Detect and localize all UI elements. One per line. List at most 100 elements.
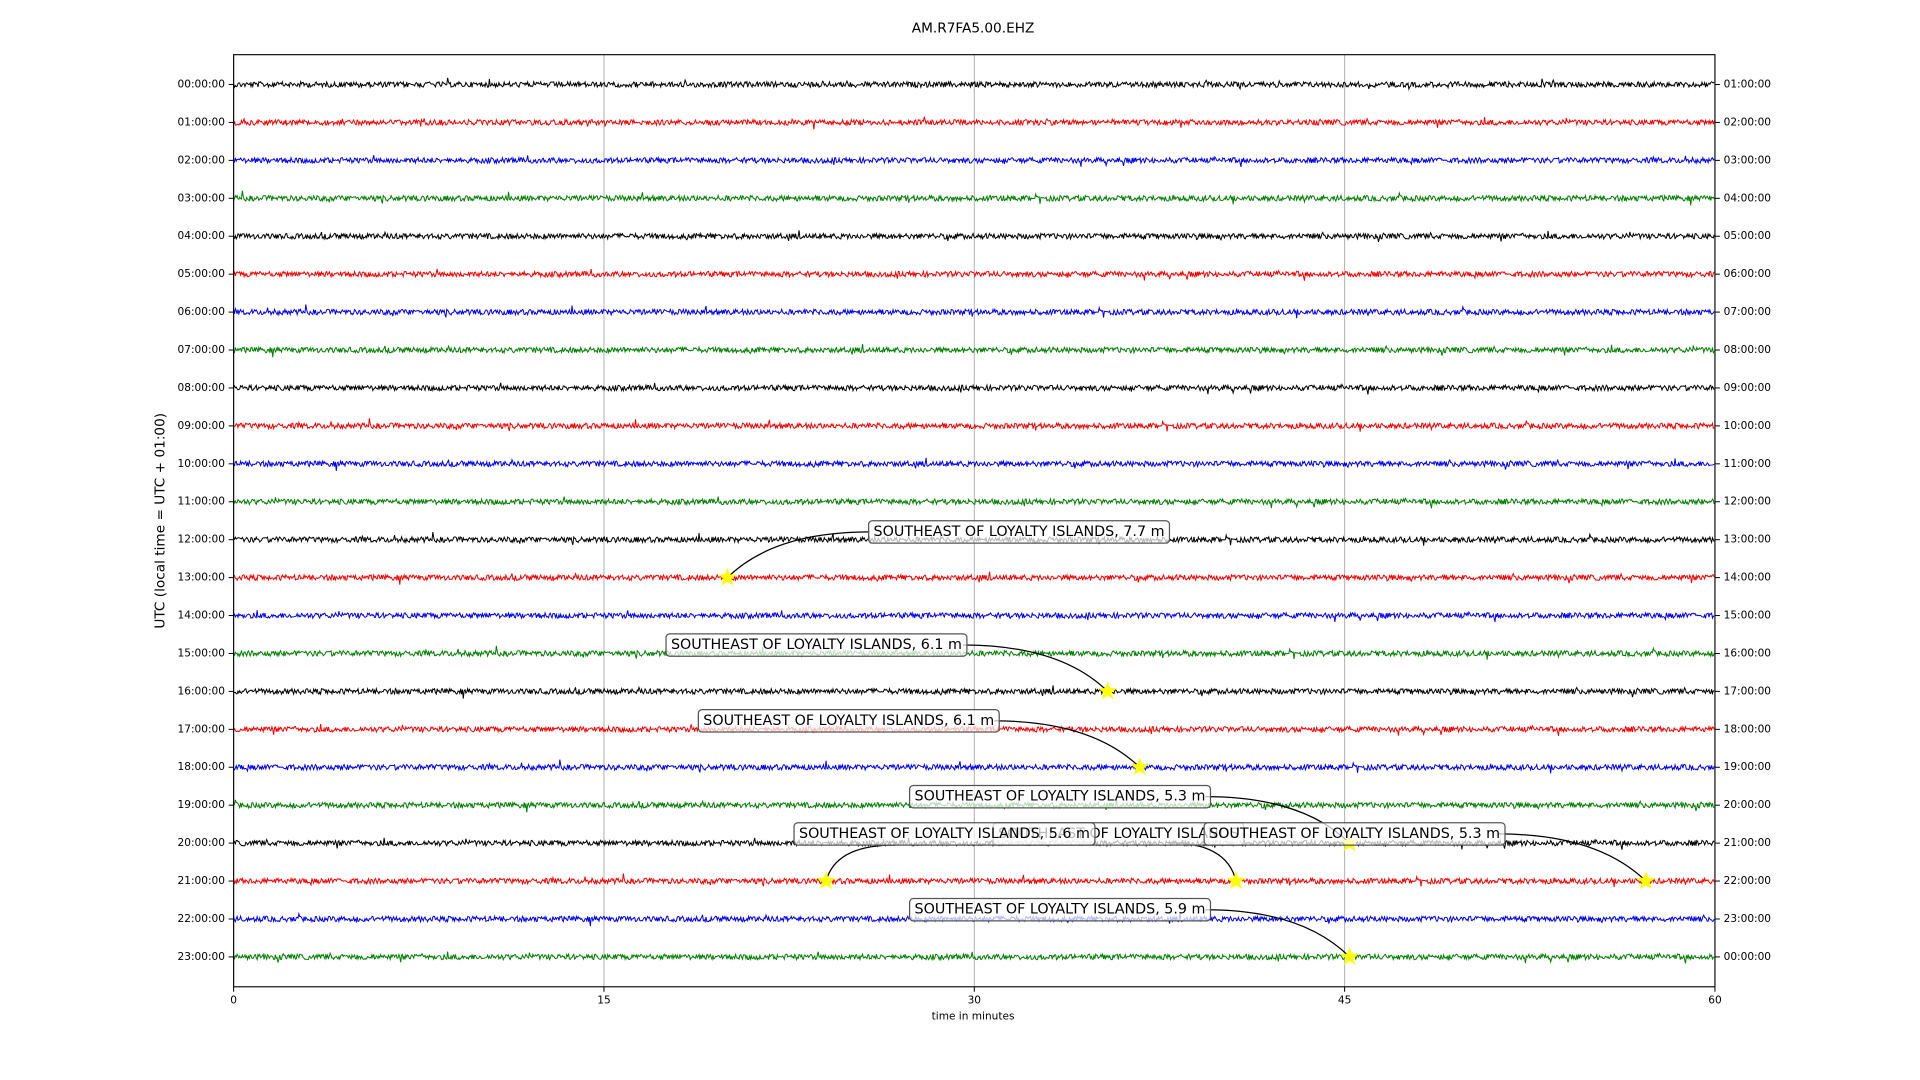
x-tick-label: 30 bbox=[968, 994, 982, 1006]
row-label: 07:00:00 bbox=[178, 344, 226, 356]
event-star bbox=[1098, 681, 1118, 700]
trace bbox=[233, 116, 1715, 130]
row-label-right: 07:00:00 bbox=[1724, 306, 1772, 318]
row-label-right: 09:00:00 bbox=[1724, 382, 1772, 394]
row-label: 03:00:00 bbox=[178, 192, 226, 204]
annotation: SOUTHEAST OF LOYALTY ISLANDS, 6.1 m bbox=[697, 709, 1000, 733]
trace bbox=[233, 759, 1715, 774]
row-label-right: 02:00:00 bbox=[1724, 116, 1772, 128]
row-label: 01:00:00 bbox=[178, 116, 226, 128]
annotation-box bbox=[1203, 822, 1506, 846]
row-label-right: 10:00:00 bbox=[1724, 420, 1772, 432]
annotation-box bbox=[908, 784, 1212, 809]
row-label-right: 06:00:00 bbox=[1724, 268, 1772, 280]
plot-frame bbox=[233, 54, 1716, 988]
row-label: 11:00:00 bbox=[178, 496, 226, 508]
row-label: 18:00:00 bbox=[178, 761, 226, 773]
connector bbox=[1168, 842, 1237, 882]
row-label: 14:00:00 bbox=[178, 610, 226, 622]
row-label-right: 19:00:00 bbox=[1724, 761, 1772, 773]
annotation: SOUTHEAST OF LOYALTY ISLANDS, 6.1 m bbox=[665, 633, 968, 657]
row-label-right: 18:00:00 bbox=[1724, 723, 1772, 735]
x-axis-label: time in minutes bbox=[932, 1011, 1015, 1023]
annotation-label: SOUTHEAST OF LOYALTY ISLANDS, 5.3 m bbox=[1209, 826, 1500, 842]
connector bbox=[825, 844, 895, 882]
trace bbox=[233, 304, 1715, 319]
row-label-right: 16:00:00 bbox=[1724, 647, 1772, 659]
event-star bbox=[816, 871, 836, 890]
annotation: SOUTHEAST OF LOYALTY ISLANDS, 5.6 m bbox=[793, 822, 1096, 846]
event-star bbox=[1636, 871, 1656, 890]
row-label: 16:00:00 bbox=[178, 685, 226, 697]
row-label-right: 15:00:00 bbox=[1724, 610, 1772, 622]
connector bbox=[963, 644, 1109, 692]
event-star bbox=[1226, 871, 1246, 890]
x-tick-label: 60 bbox=[1708, 994, 1722, 1006]
trace bbox=[233, 382, 1715, 395]
trace bbox=[233, 496, 1715, 509]
annotation-box bbox=[665, 633, 968, 657]
annotation-label: SOUTHEAST OF LOYALTY ISLANDS, 7.7 m bbox=[874, 524, 1165, 540]
trace bbox=[233, 645, 1715, 660]
row-label: 12:00:00 bbox=[178, 534, 226, 546]
row-label: 09:00:00 bbox=[178, 420, 226, 432]
connector bbox=[1205, 909, 1350, 958]
row-label: 06:00:00 bbox=[178, 306, 226, 318]
trace bbox=[233, 268, 1715, 281]
annotation-label: SOUTHEAST OF LOYALTY ISLANDS, 5.6 m bbox=[799, 826, 1090, 842]
trace bbox=[233, 230, 1715, 243]
trace bbox=[233, 610, 1715, 623]
trace bbox=[233, 685, 1715, 699]
row-label-right: 22:00:00 bbox=[1724, 875, 1772, 887]
row-label-right: 23:00:00 bbox=[1724, 913, 1772, 925]
annotation-box bbox=[697, 709, 1000, 733]
row-label: 21:00:00 bbox=[178, 875, 226, 887]
row-label-right: 17:00:00 bbox=[1724, 685, 1772, 697]
y-axis-label: UTC (local time = UTC + 01:00) bbox=[152, 413, 168, 629]
row-label-right: 14:00:00 bbox=[1724, 572, 1772, 584]
annotation: SOUTHEAST OF LOYALTY ISLANDS, 5.9 m bbox=[908, 897, 1212, 922]
connector bbox=[726, 531, 870, 579]
annotation-box bbox=[793, 822, 1096, 846]
annotation-label: SOUTHEAST OF LOYALTY ISLANDS, 5.9 m bbox=[915, 902, 1206, 918]
annotation-label: SOUTHEAST OF LOYALTY ISLANDS, 5.3 m bbox=[915, 789, 1206, 805]
row-label: 00:00:00 bbox=[178, 79, 226, 91]
row-label: 17:00:00 bbox=[178, 723, 226, 735]
row-label: 22:00:00 bbox=[178, 913, 226, 925]
chart-title: AM.R7FA5.00.EHZ bbox=[912, 21, 1035, 37]
row-label-right: 03:00:00 bbox=[1724, 154, 1772, 166]
annotation: SOUTHEAST OF LOYALTY ISLANDS, 7.7 m bbox=[867, 520, 1171, 544]
annotation-label: SOUTHEAST OF LOYALTY ISLANDS, 6.1 m bbox=[671, 637, 962, 653]
row-label: 23:00:00 bbox=[178, 951, 226, 963]
trace bbox=[233, 873, 1715, 888]
annotation: SOUTHEAST OF LOYALTY ISLANDS, 5.3 m bbox=[908, 784, 1212, 809]
annotation-box bbox=[908, 897, 1212, 922]
row-label: 05:00:00 bbox=[178, 268, 226, 280]
row-label: 19:00:00 bbox=[178, 799, 226, 811]
row-label-right: 12:00:00 bbox=[1724, 496, 1772, 508]
trace bbox=[233, 571, 1715, 585]
row-label: 02:00:00 bbox=[178, 154, 226, 166]
trace bbox=[233, 343, 1715, 358]
row-label-right: 13:00:00 bbox=[1724, 534, 1772, 546]
row-label-right: 00:00:00 bbox=[1724, 951, 1772, 963]
event-star bbox=[718, 567, 737, 586]
trace bbox=[233, 190, 1715, 206]
annotation-box bbox=[867, 520, 1171, 544]
row-label-right: 04:00:00 bbox=[1724, 192, 1772, 204]
event-star bbox=[1130, 757, 1150, 776]
event-star bbox=[1340, 947, 1360, 965]
annotation: SOUTHEAST OF LOYALTY ISLANDS, 5.3 m bbox=[1203, 822, 1506, 846]
row-label: 08:00:00 bbox=[178, 382, 226, 394]
x-tick-label: 45 bbox=[1338, 994, 1351, 1006]
row-label-right: 21:00:00 bbox=[1724, 837, 1772, 849]
row-label: 13:00:00 bbox=[178, 572, 226, 584]
x-tick-label: 15 bbox=[597, 994, 610, 1006]
trace bbox=[233, 77, 1715, 92]
trace bbox=[233, 155, 1715, 168]
row-label-right: 05:00:00 bbox=[1724, 230, 1772, 242]
trace bbox=[233, 457, 1715, 471]
row-label: 15:00:00 bbox=[178, 647, 226, 659]
